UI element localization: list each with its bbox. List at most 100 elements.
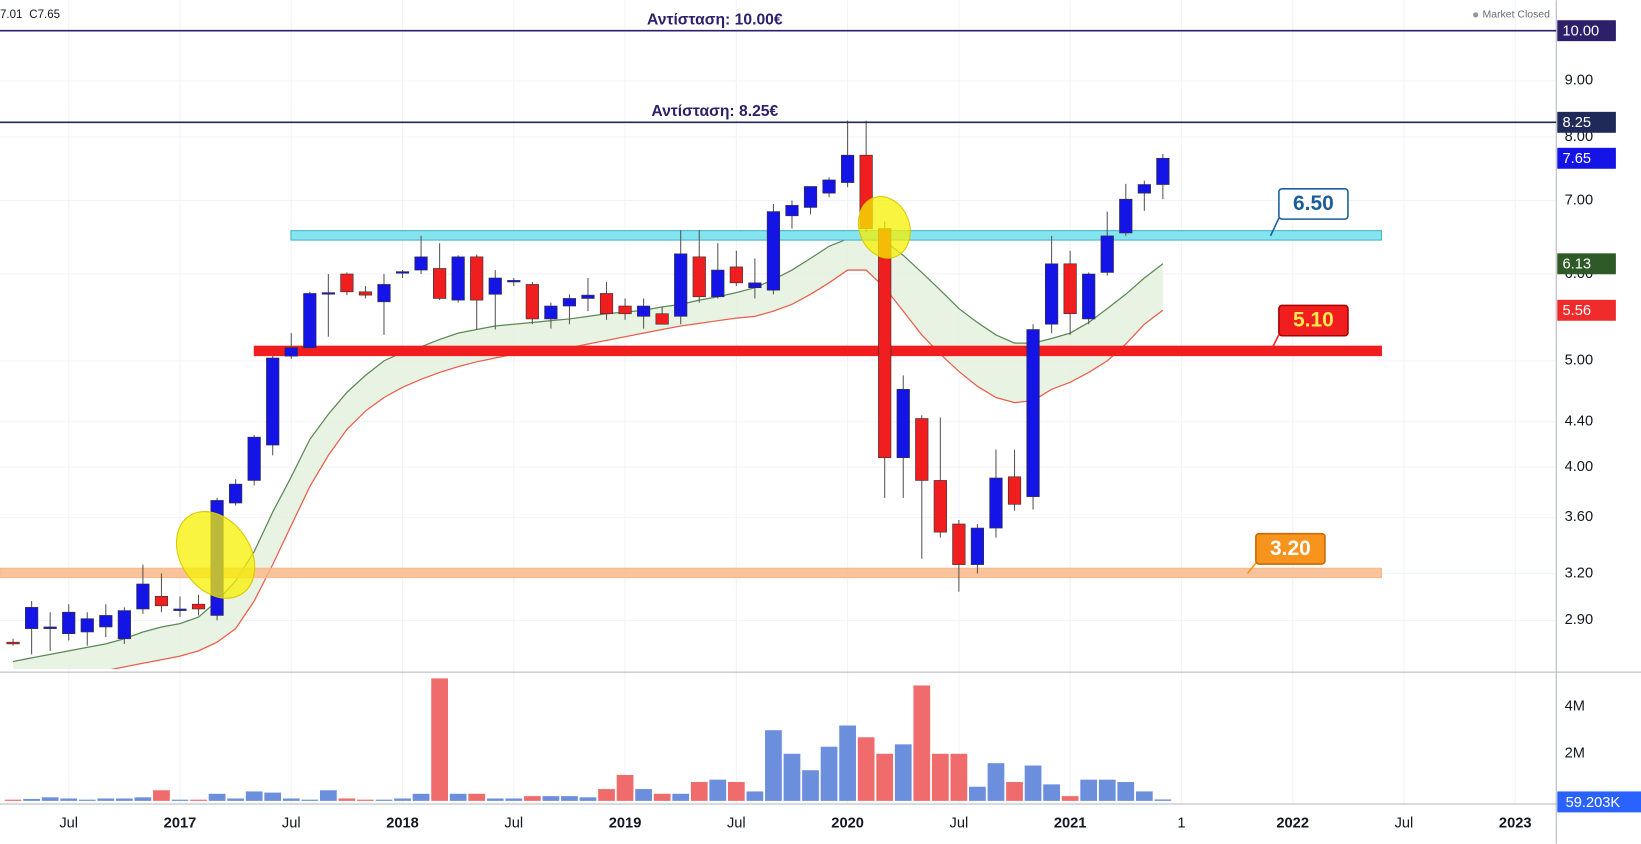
volume-bar [1154,799,1172,801]
candle-body [25,607,39,629]
volume-bar [579,797,597,801]
candle-body [729,266,743,284]
candle-body [358,291,373,296]
price-badge [1557,111,1616,133]
highlight [857,196,911,259]
axes: 2.903.203.604.004.405.006.007.008.009.00… [59,23,1601,832]
zones: 6.50 5.10 3.20 [0,188,1382,579]
volume-bar [1061,796,1079,801]
price-badge [1557,147,1616,169]
volume-bar [208,793,226,801]
candle-body [599,293,614,315]
candle-body [637,305,651,317]
candle-body [43,626,57,629]
x-tick-label: 2017 [164,816,197,832]
volume-bar [561,796,578,801]
resistance-annotation: Αντίσταση: 8.25€ [651,103,778,120]
zone-label: 5.10 [1293,309,1334,332]
zone [0,567,1382,579]
volume-bar [913,685,931,801]
candle-body [1100,235,1114,273]
volume-bar [301,799,319,801]
zone-label-box [1278,304,1349,337]
candle-body [303,293,317,349]
zone-pointer [1269,334,1280,352]
candle-body [433,268,447,299]
volume-bar [746,791,764,801]
price-badge-label: 7.65 [1563,151,1592,167]
candle-body [6,641,20,645]
volume-bar [542,796,560,801]
x-tick-label: 2019 [609,816,642,832]
zone [253,345,1382,357]
volume-badge-label: 59.203K [1566,795,1621,811]
volume-bar [765,730,782,801]
volume-bar [802,770,819,801]
price-badge-label: 8.25 [1563,115,1592,131]
volume-bar [839,725,856,801]
candle-body [340,273,354,293]
volume-bar [282,798,300,801]
band-upper [12,235,1164,663]
x-tick-label: Jul [504,816,523,832]
candle-body [803,186,818,208]
candle-body [674,253,688,317]
candle-body [822,179,836,194]
y-tick-label: 3.60 [1565,509,1594,525]
candle-body [933,480,947,533]
candle-body [915,418,929,481]
x-tick-label: Jul [950,816,969,832]
volume-bar [672,793,690,801]
volume-bar [412,793,430,801]
volume-bar [245,791,263,801]
candle-body [748,282,762,289]
volume-bar [78,799,96,801]
volume-tick-label: 4M [1565,699,1585,715]
volume-bar [375,799,393,801]
candle-body [1156,157,1170,185]
candle-body [117,610,131,640]
volume [4,678,1172,801]
candle-body [451,256,465,301]
volume-bar [727,782,745,801]
volume-bar [1117,782,1135,801]
volume-bar [338,798,356,801]
candle-body [173,608,187,611]
volume-bar [931,753,949,801]
price-badge [1557,20,1616,42]
volume-bar [97,798,115,801]
resistance-annotation: Αντίσταση: 10.00€ [647,11,783,28]
y-tick-label: 7.00 [1565,192,1594,208]
candle-body [1119,198,1133,234]
volume-bar [1080,779,1098,801]
candle-body [655,313,669,325]
volume-bar [171,799,189,801]
y-tick-label: 4.40 [1565,414,1594,430]
zone-pointer [1246,562,1257,574]
legend-low: 7.01 [0,9,22,21]
price-badge-label: 10.00 [1563,24,1600,40]
legend-close: C7.65 [29,9,60,21]
candle-body [841,154,855,183]
candle-body [395,271,410,274]
volume-bar [190,799,207,801]
y-tick-label: 4.00 [1565,459,1594,475]
candle-body [896,389,910,459]
x-tick-label: Jul [727,816,746,832]
volume-bar [690,782,708,801]
volume-bar [319,790,337,801]
volume-bar [1024,765,1042,801]
candle-body [618,305,632,315]
candle-body [1045,263,1059,325]
highlight [175,511,256,599]
volume-bar [876,753,894,801]
candle-body [989,477,1003,529]
volume-badge [1557,791,1641,813]
x-tick-label: Jul [1395,816,1414,832]
volume-bar [134,797,152,801]
band-lower [110,269,1164,669]
volume-bar [41,797,59,801]
candle-body [525,284,539,320]
